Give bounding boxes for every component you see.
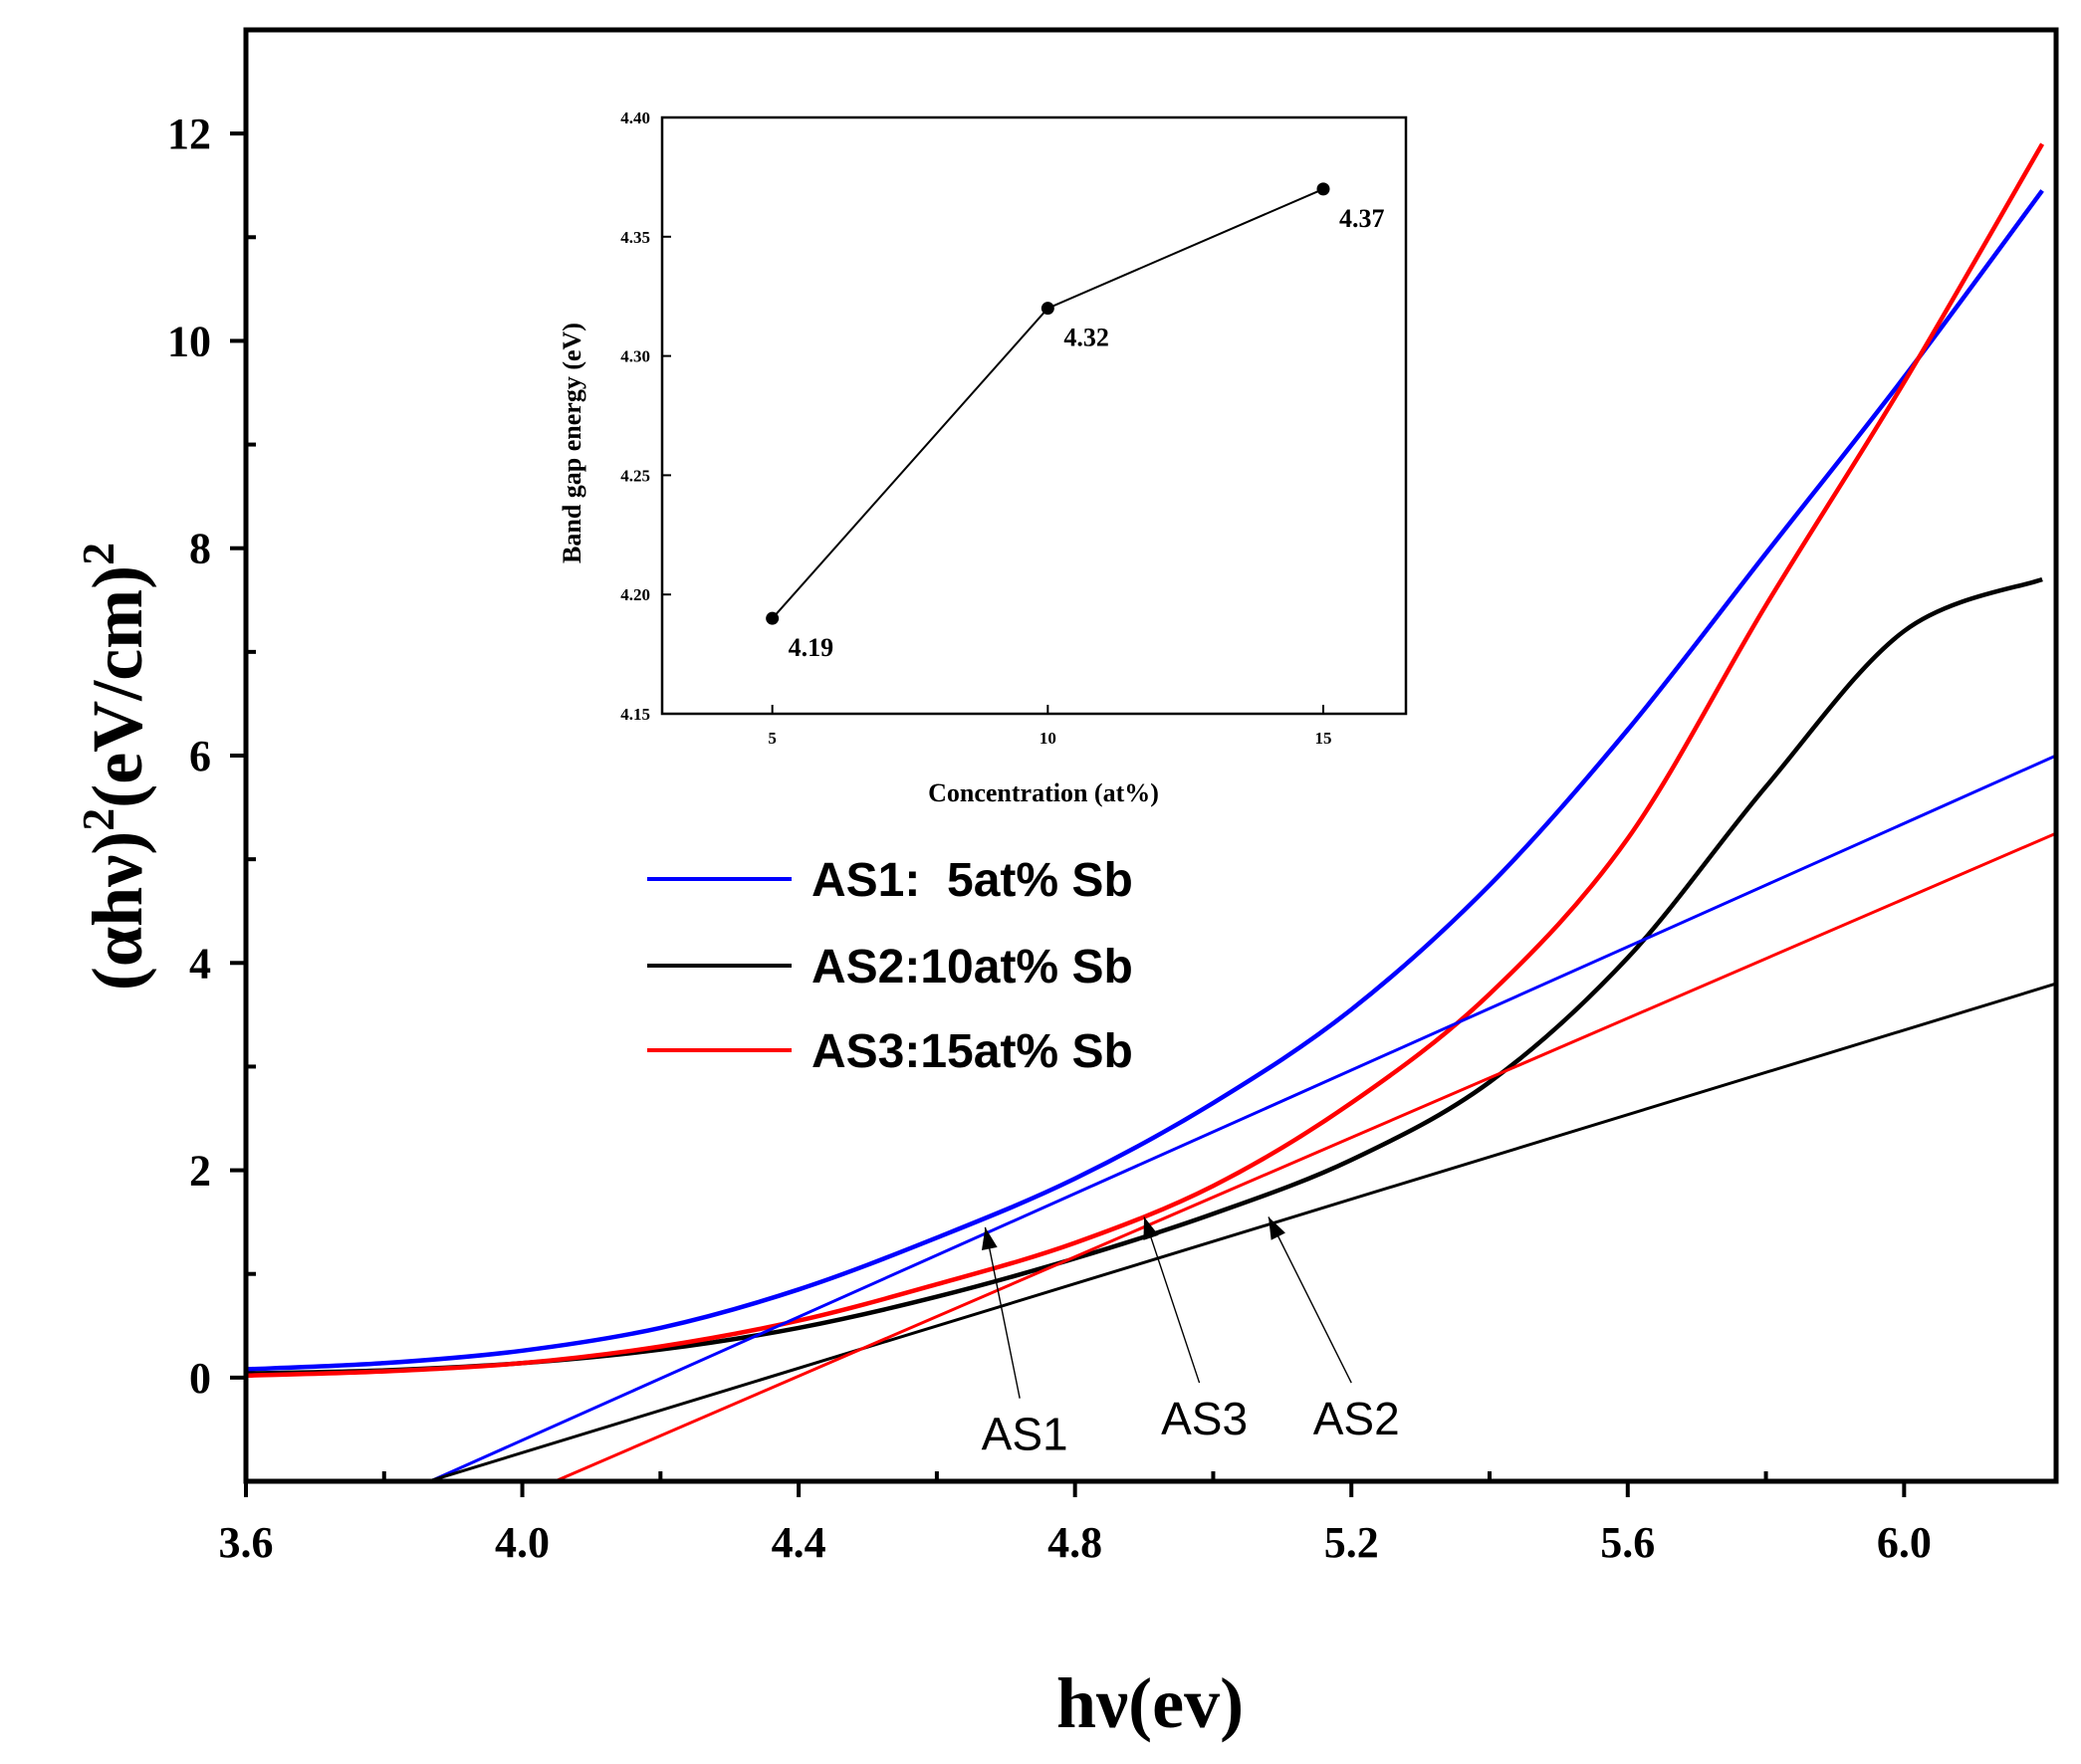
- main-y-axis-title: (αhν)2(eV/cm)2: [73, 543, 157, 991]
- main-plot-frame: [243, 27, 2059, 1484]
- y-tick-label: 2: [189, 1147, 211, 1196]
- inset-series: 4.19 4.32 4.37: [766, 182, 1385, 662]
- inset-y-axis-title: Band gap energy (eV): [558, 323, 586, 563]
- y-axis-title-superscript-2: 2: [73, 543, 123, 565]
- inset-x-tick-label: 15: [1315, 729, 1332, 748]
- y-tick-label: 0: [189, 1354, 211, 1403]
- x-tick-label: 5.2: [1324, 1518, 1379, 1567]
- annotation-arrow-line-as3: [1143, 1216, 1201, 1384]
- tangent-line-as3-fit: [551, 831, 2056, 1481]
- y-tick-label: 12: [167, 110, 211, 158]
- inset-y-tick-label: 4.20: [620, 585, 650, 604]
- main-annotations: AS1 AS3 AS2: [981, 1216, 1400, 1460]
- series-line-as1: [246, 189, 2044, 1372]
- annotation-arrow-line-as2: [1268, 1216, 1352, 1384]
- inset-y-tick-label: 4.15: [620, 705, 650, 724]
- inset-y-tick-label: 4.30: [620, 347, 650, 366]
- inset-point-label: 4.19: [789, 633, 834, 662]
- y-axis-title-part-1: (αhν): [78, 831, 157, 991]
- legend: AS1: 5at% Sb AS2:10at% Sb AS3:15at% Sb: [647, 854, 1133, 1078]
- main-series-group: [246, 142, 2045, 1379]
- annotation-arrow-head-as1: [981, 1226, 998, 1250]
- annotation-arrow-head-as3: [1143, 1216, 1159, 1240]
- inset-point-label: 4.37: [1339, 204, 1385, 233]
- main-x-axis-title: hν(ev): [1056, 1663, 1244, 1743]
- inset-axis-ticks: 5 10 15 4.15 4.20 4.25 4.30 4.35 4.40: [620, 109, 1331, 748]
- inset-y-tick-label: 4.40: [620, 109, 650, 127]
- annotation-label-as2: AS2: [1313, 1393, 1400, 1444]
- x-tick-label: 6.0: [1877, 1518, 1932, 1567]
- tangent-line-as2-fit: [423, 982, 2056, 1481]
- inset-data-point: [1316, 182, 1330, 196]
- y-axis-title-part-2: (eV/cm): [78, 565, 157, 808]
- inset-x-tick-label: 5: [768, 729, 777, 748]
- x-tick-label: 3.6: [219, 1518, 274, 1567]
- inset-data-point: [1040, 302, 1054, 316]
- y-tick-label: 4: [189, 939, 211, 988]
- legend-label-as2: AS2:10at% Sb: [811, 941, 1133, 993]
- annotation-label-as3: AS3: [1161, 1393, 1248, 1444]
- x-tick-label: 4.8: [1047, 1518, 1102, 1567]
- annotation-arrow-line-as1: [984, 1226, 1021, 1399]
- y-tick-label: 8: [189, 525, 211, 573]
- series-line-as3: [246, 142, 2045, 1379]
- legend-label-as3: AS3:15at% Sb: [811, 1025, 1133, 1078]
- legend-label-as1: AS1: 5at% Sb: [811, 854, 1133, 907]
- y-axis-title-superscript-1: 2: [73, 808, 123, 831]
- inset-plot: 4.19 4.32 4.37 5 10 15 4.15 4.20 4.25 4.30 4.35 4.…: [558, 109, 1408, 807]
- x-tick-label: 4.4: [772, 1518, 826, 1567]
- inset-y-tick-label: 4.35: [620, 228, 650, 247]
- y-tick-label: 10: [167, 317, 211, 365]
- main-plot: AS1 AS3 AS2 3.6 4.0 4.4 4.8 5.2 5.6 6.0 0 2 4 6 8 10 12…: [73, 27, 2059, 1743]
- main-tangent-lines: [423, 754, 2056, 1481]
- inset-plot-frame: [660, 115, 1408, 716]
- inset-x-tick-label: 10: [1040, 729, 1056, 748]
- main-axis-ticks: 3.6 4.0 4.4 4.8 5.2 5.6 6.0 0 2 4 6 8 10 12: [167, 28, 1932, 1567]
- inset-y-tick-label: 4.25: [620, 466, 650, 485]
- x-tick-label: 4.0: [495, 1518, 550, 1567]
- inset-data-point: [766, 611, 780, 625]
- inset-x-axis-title: Concentration (at%): [928, 778, 1159, 807]
- tangent-line-as1-fit: [426, 754, 2056, 1481]
- annotation-arrow-head-as2: [1268, 1216, 1285, 1240]
- x-tick-label: 5.6: [1600, 1518, 1655, 1567]
- y-tick-label: 6: [189, 732, 211, 780]
- inset-point-label: 4.32: [1063, 324, 1109, 352]
- annotation-label-as1: AS1: [982, 1409, 1068, 1460]
